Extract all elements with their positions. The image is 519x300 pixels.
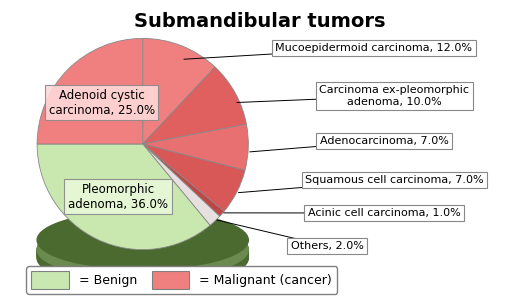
Text: Squamous cell carcinoma, 7.0%: Squamous cell carcinoma, 7.0% (305, 175, 484, 185)
Wedge shape (143, 144, 220, 225)
Wedge shape (143, 67, 247, 144)
Text: Pleomorphic
adenoma, 36.0%: Pleomorphic adenoma, 36.0% (68, 183, 168, 211)
Ellipse shape (37, 229, 248, 287)
Wedge shape (143, 144, 224, 216)
Wedge shape (37, 38, 143, 144)
Wedge shape (143, 38, 215, 144)
Ellipse shape (37, 224, 248, 282)
Text: Adenoid cystic
carcinoma, 25.0%: Adenoid cystic carcinoma, 25.0% (49, 89, 155, 117)
Ellipse shape (37, 228, 248, 286)
Text: Acinic cell carcinoma, 1.0%: Acinic cell carcinoma, 1.0% (308, 208, 460, 218)
Ellipse shape (37, 220, 248, 279)
Wedge shape (143, 144, 245, 211)
Ellipse shape (37, 220, 248, 279)
Wedge shape (143, 124, 248, 170)
Text: Mucoepidermoid carcinoma, 12.0%: Mucoepidermoid carcinoma, 12.0% (275, 43, 472, 53)
Wedge shape (37, 144, 210, 250)
Ellipse shape (37, 222, 248, 280)
Ellipse shape (37, 223, 248, 281)
Ellipse shape (37, 226, 248, 285)
Ellipse shape (37, 225, 248, 284)
Ellipse shape (37, 211, 248, 269)
Text: Others, 2.0%: Others, 2.0% (291, 241, 363, 251)
Text: Submandibular tumors: Submandibular tumors (134, 12, 385, 31)
Legend: = Benign, = Malignant (cancer): = Benign, = Malignant (cancer) (26, 266, 337, 294)
Text: Carcinoma ex-pleomorphic
adenoma, 10.0%: Carcinoma ex-pleomorphic adenoma, 10.0% (319, 85, 470, 107)
Text: Adenocarcinoma, 7.0%: Adenocarcinoma, 7.0% (320, 136, 448, 146)
